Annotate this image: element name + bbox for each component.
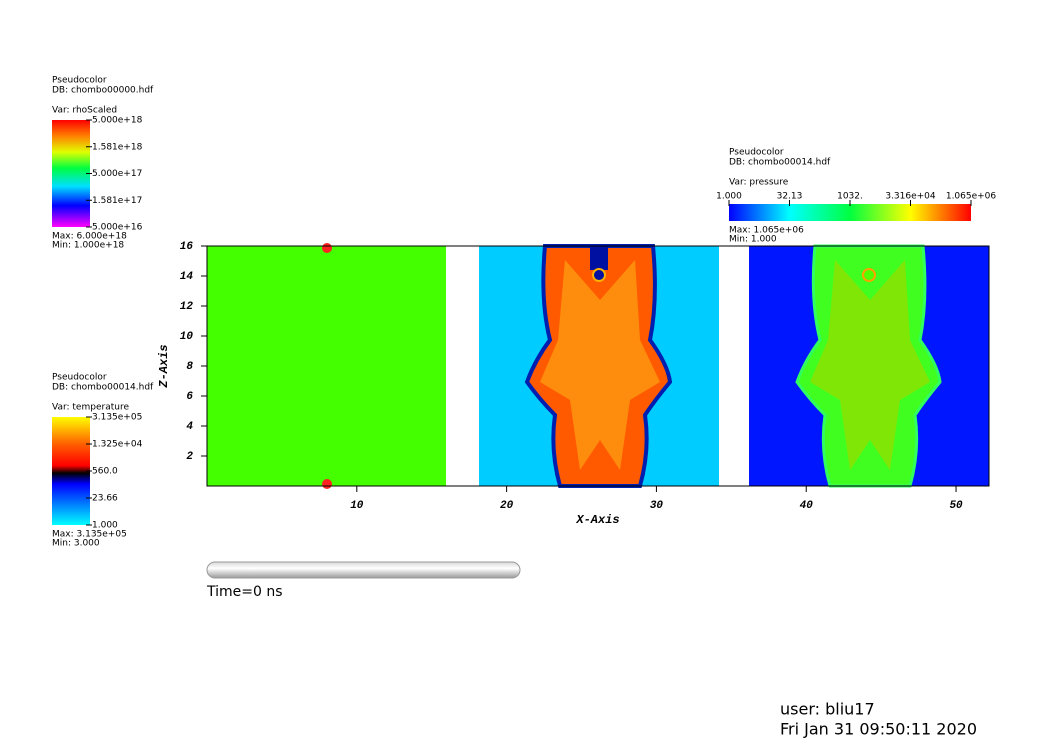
colorbar-label: 1.581e+17	[92, 196, 142, 206]
pressure-bubble	[862, 268, 876, 282]
colorbar-label: 32.13	[777, 192, 803, 202]
colorbar-label: 5.000e+17	[92, 169, 142, 179]
density-spot	[322, 243, 332, 253]
y-tick-label: 14	[180, 271, 194, 283]
colorbar-label: 5.000e+18	[92, 116, 143, 126]
legend-plot: Pseudocolor	[729, 148, 784, 158]
legend-plot: Pseudocolor	[52, 76, 107, 86]
colorbar	[729, 204, 971, 221]
pressure-structure	[810, 260, 930, 470]
colorbar-label: 1.325e+04	[92, 440, 143, 450]
legend-var: Var: rhoScaled	[52, 106, 117, 116]
y-tick-label: 4	[186, 421, 193, 433]
time-label: Time=0 ns	[206, 584, 283, 600]
y-tick-label: 12	[180, 301, 194, 313]
date-label: Fri Jan 31 09:50:11 2020	[780, 720, 977, 739]
legend-max: Max: 3.135e+05	[52, 530, 127, 540]
x-tick-label: 20	[500, 500, 514, 512]
legend-var: Var: temperature	[52, 403, 129, 413]
temperature-panel	[479, 244, 719, 488]
x-tick-label: 40	[800, 500, 814, 512]
colorbar-label: 1.000	[92, 521, 118, 531]
y-tick-label: 16	[180, 241, 194, 253]
y-tick-label: 8	[186, 361, 193, 373]
jet-structure	[540, 260, 660, 470]
colorbar	[52, 417, 90, 525]
x-tick-label: 10	[350, 500, 364, 512]
pressure-panel	[749, 244, 989, 488]
colorbar-label: 560.0	[92, 467, 118, 477]
colorbar-label: 5.000e+16	[92, 223, 143, 233]
y-axis-label: Z-Axis	[157, 344, 171, 388]
legend-max: Max: 1.065e+06	[729, 226, 804, 236]
colorbar	[52, 120, 90, 227]
colorbar-label: 3.316e+04	[885, 192, 936, 202]
colorbar-label: 1032.	[837, 192, 863, 202]
density-panel	[207, 246, 446, 486]
colorbar-label: 3.135e+05	[92, 413, 142, 423]
legend-plot: Pseudocolor	[52, 373, 107, 383]
legend-min: Min: 1.000	[729, 235, 777, 245]
colorbar-label: 1.065e+06	[946, 192, 997, 202]
legend-min: Min: 3.000	[52, 539, 100, 549]
legend-db: DB: chombo00014.hdf	[52, 383, 154, 393]
colorbar-label: 23.66	[92, 494, 118, 504]
user-label: user: bliu17	[780, 700, 875, 719]
legend-min: Min: 1.000e+18	[52, 241, 124, 251]
x-tick-label: 30	[650, 500, 664, 512]
y-tick-label: 2	[186, 451, 193, 463]
jet-bubble	[592, 268, 606, 282]
legend-db: DB: chombo00000.hdf	[52, 86, 154, 96]
density-spot	[322, 479, 332, 489]
legend-var: Var: pressure	[729, 178, 789, 188]
legend-db: DB: chombo00014.hdf	[729, 158, 831, 168]
time-slider	[206, 561, 521, 579]
y-tick-label: 6	[186, 391, 193, 403]
legend-max: Max: 6.000e+18	[52, 232, 127, 242]
colorbar-label: 1.581e+18	[92, 142, 143, 152]
colorbar-label: 1.000	[716, 192, 742, 202]
jet-channel	[590, 246, 608, 270]
y-tick-label: 10	[180, 331, 194, 343]
x-tick-label: 50	[949, 500, 963, 512]
x-axis-label: X-Axis	[575, 513, 619, 527]
